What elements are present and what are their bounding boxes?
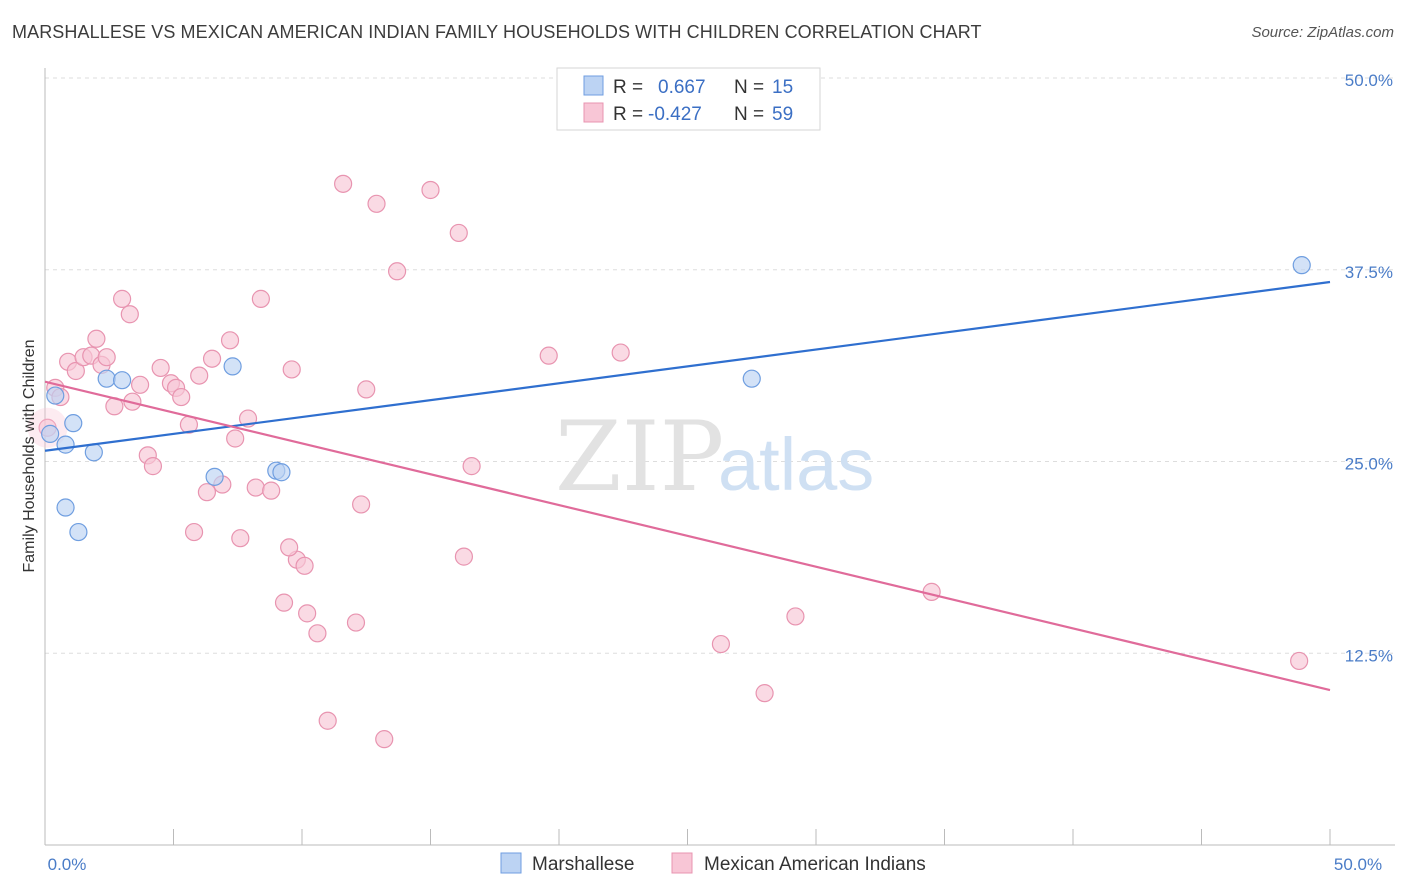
legend-n-label-1: N =	[734, 77, 764, 98]
legend-r-value-2: -0.427	[648, 104, 702, 125]
marshallese-point	[69, 522, 88, 542]
y-tick-label: 50.0%	[1345, 71, 1393, 90]
mexican-american-indians-point	[130, 375, 150, 394]
mexican-american-indians-point	[367, 194, 386, 213]
marshallese-trend-line	[44, 280, 1331, 452]
mexican-american-indians-point	[711, 634, 731, 654]
mexican-american-indians-point	[190, 366, 209, 385]
legend-n-value-1: 15	[772, 77, 793, 98]
mexican-american-indians-point	[172, 387, 191, 407]
marshallese-point	[56, 498, 75, 517]
mexican-american-indians-point	[246, 478, 265, 497]
mexican-american-indians-point	[308, 624, 327, 643]
mexican-american-indians-point	[462, 457, 481, 476]
mexican-american-indians-point	[87, 329, 106, 348]
mexican-american-indians-point	[352, 495, 371, 514]
mexican-american-indians-point	[454, 547, 474, 566]
mexican-american-indians-point	[786, 607, 805, 626]
mexican-american-indians-point	[282, 360, 301, 379]
mexican-american-indians-point	[387, 262, 407, 281]
axes-layer: 50.0% 37.5% 25.0% 12.5% 0.0% 50.0%	[44, 68, 1395, 874]
legend-swatch-blue	[583, 75, 604, 96]
mexican-american-indians-point	[251, 289, 270, 308]
marshallese-point	[56, 435, 75, 454]
watermark: ZIP atlas	[555, 401, 874, 513]
source-note: Source: ZipAtlas.com	[1251, 24, 1394, 41]
y-tick-label: 12.5%	[1345, 646, 1393, 665]
bottom-legend-marshallese: Marshallese	[532, 854, 634, 875]
mexican-american-indians-point	[357, 380, 376, 399]
mexican-american-indians-point	[120, 305, 139, 324]
mexican-american-indians-point	[280, 538, 299, 557]
chart-title: MARSHALLESE VS MEXICAN AMERICAN INDIAN F…	[12, 22, 982, 42]
y-tick-label: 37.5%	[1345, 263, 1393, 282]
bottom-legend-swatch-blue	[500, 852, 522, 874]
marshallese-point	[1292, 256, 1311, 275]
mexican-american-indians-point	[262, 481, 281, 500]
grid-layer	[45, 77, 1395, 654]
mexican-american-indians-point	[66, 361, 85, 381]
mexican-american-indians-point	[1290, 651, 1309, 671]
legend-r-value-1: 0.667	[658, 77, 706, 98]
marshallese-point	[84, 443, 103, 462]
legend-swatch-pink	[583, 102, 604, 123]
mexican-american-indians-point	[611, 343, 630, 362]
legend-n-value-2: 59	[772, 104, 793, 125]
x-tick-label: 50.0%	[1334, 855, 1382, 874]
marshallese-point	[112, 371, 132, 390]
x-tick-label: 0.0%	[48, 855, 87, 874]
mexican-american-indians-point	[274, 593, 294, 612]
marshallese-point	[97, 369, 116, 388]
mexican-american-indians-point	[97, 348, 116, 367]
mexican-american-indians-trend-line	[44, 380, 1331, 692]
marshallese-point	[46, 386, 65, 405]
series-legend: Marshallese Mexican American Indians	[500, 852, 926, 875]
marshallese-point	[742, 369, 761, 388]
mexican-american-indians-point	[334, 174, 353, 193]
mexican-american-indians-point	[421, 180, 440, 200]
legend-r-label-2: R =	[613, 104, 643, 125]
mexican-american-indians-point	[220, 331, 240, 350]
legend-r-label-1: R =	[613, 77, 643, 98]
legend-n-label-2: N =	[734, 104, 764, 125]
marshallese-point	[205, 467, 224, 486]
marshallese-point	[41, 424, 60, 443]
series-marshallese	[41, 256, 1311, 542]
marshallese-point	[64, 414, 83, 433]
marshallese-point	[272, 463, 291, 482]
mexican-american-indians-point	[202, 349, 222, 368]
watermark-atlas: atlas	[718, 423, 874, 506]
mexican-american-indians-point	[112, 289, 132, 308]
watermark-zip: ZIP	[555, 401, 724, 513]
mexican-american-indians-point	[539, 346, 558, 365]
mexican-american-indians-point	[318, 711, 337, 730]
mexican-american-indians-point	[295, 556, 314, 575]
mexican-american-indians-point	[197, 483, 217, 502]
mexican-american-indians-point	[346, 613, 366, 632]
y-tick-label: 25.0%	[1345, 455, 1393, 474]
mexican-american-indians-point	[922, 582, 941, 601]
mexican-american-indians-point	[755, 684, 774, 703]
mexican-american-indians-point	[231, 529, 250, 548]
stats-legend: R = 0.667 N = 15 R = -0.427 N = 59	[556, 67, 821, 131]
y-axis-label: Family Households with Children	[21, 340, 38, 573]
mexican-american-indians-point	[298, 604, 317, 623]
series-mexican-american-indians	[27, 174, 1309, 749]
mexican-american-indians-point	[226, 429, 245, 448]
trend-layer	[44, 280, 1331, 692]
mexican-american-indians-point	[143, 457, 163, 476]
mexican-american-indians-point	[184, 522, 204, 542]
bottom-legend-mexican-american-indians: Mexican American Indians	[704, 854, 926, 875]
mexican-american-indians-point	[151, 358, 170, 378]
mexican-american-indians-point	[375, 730, 394, 749]
marshallese-point	[223, 357, 242, 376]
bottom-legend-swatch-pink	[671, 852, 693, 874]
mexican-american-indians-point	[449, 223, 468, 243]
